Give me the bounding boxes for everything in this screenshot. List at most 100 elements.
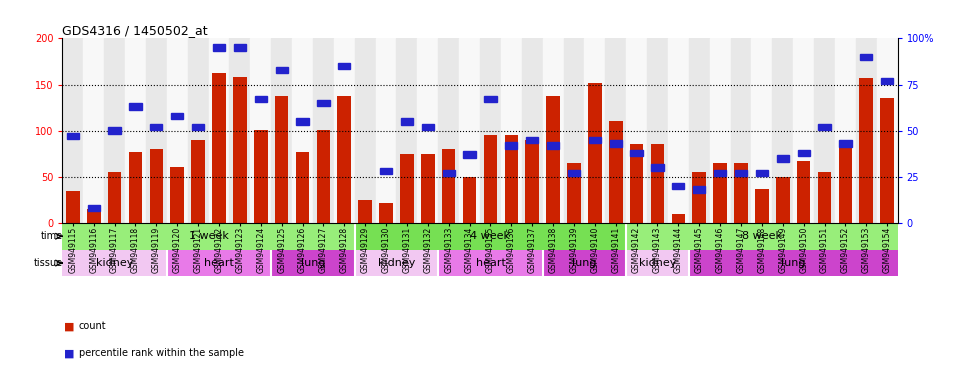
Bar (297, 118, 308, 125)
Bar (188, 38, 208, 223)
Bar (358, 200, 372, 223)
Bar (276, 66, 288, 73)
Bar (564, 38, 585, 223)
Bar (338, 96, 351, 223)
Bar (609, 121, 622, 223)
Text: tissue: tissue (34, 258, 62, 268)
Bar (464, 151, 475, 158)
Text: kidney: kidney (96, 258, 133, 268)
Bar (167, 250, 272, 276)
Bar (797, 161, 810, 223)
Bar (860, 54, 873, 60)
Bar (668, 38, 689, 223)
Bar (313, 38, 334, 223)
Bar (734, 163, 748, 223)
Bar (84, 38, 104, 223)
Bar (272, 38, 292, 223)
Bar (793, 38, 814, 223)
Text: kidney: kidney (638, 258, 676, 268)
Bar (438, 250, 542, 276)
Bar (542, 38, 564, 223)
Bar (443, 170, 455, 176)
Bar (108, 127, 121, 134)
Bar (709, 38, 731, 223)
Text: lung: lung (300, 258, 325, 268)
Bar (731, 38, 752, 223)
Bar (334, 38, 355, 223)
Bar (651, 144, 664, 223)
Bar (814, 38, 835, 223)
Bar (401, 118, 413, 125)
Bar (546, 96, 560, 223)
Bar (62, 223, 355, 250)
Bar (234, 45, 246, 51)
Bar (713, 163, 727, 223)
Bar (375, 38, 396, 223)
Bar (777, 155, 789, 162)
Bar (318, 100, 329, 106)
Bar (108, 172, 121, 223)
Bar (150, 149, 163, 223)
Text: kidney: kidney (378, 258, 415, 268)
Bar (254, 96, 267, 103)
Bar (819, 124, 830, 130)
Bar (501, 38, 522, 223)
Bar (151, 124, 162, 130)
Bar (626, 38, 647, 223)
Text: 4 week: 4 week (470, 231, 511, 241)
Bar (355, 38, 375, 223)
Bar (626, 250, 689, 276)
Bar (396, 38, 418, 223)
Bar (191, 140, 204, 223)
Bar (752, 38, 773, 223)
Bar (208, 38, 229, 223)
Bar (62, 250, 167, 276)
Bar (62, 38, 84, 223)
Bar (233, 77, 247, 223)
Bar (296, 152, 309, 223)
Bar (756, 189, 769, 223)
Bar (380, 168, 392, 174)
Bar (647, 38, 668, 223)
Bar (672, 183, 684, 189)
Bar (689, 250, 898, 276)
Bar (798, 149, 809, 156)
Bar (880, 98, 894, 223)
Bar (192, 124, 204, 130)
Bar (272, 250, 355, 276)
Bar (213, 45, 225, 51)
Bar (317, 130, 330, 223)
Text: lung: lung (780, 258, 805, 268)
Bar (505, 135, 518, 223)
Bar (610, 140, 622, 147)
Text: lung: lung (572, 258, 597, 268)
Text: ■: ■ (64, 348, 75, 358)
Bar (588, 137, 601, 143)
Bar (484, 135, 497, 223)
Bar (338, 63, 350, 69)
Bar (167, 38, 188, 223)
Bar (835, 38, 856, 223)
Text: 8 week: 8 week (742, 231, 781, 241)
Bar (606, 38, 626, 223)
Bar (585, 38, 606, 223)
Bar (459, 38, 480, 223)
Bar (251, 38, 272, 223)
Text: GDS4316 / 1450502_at: GDS4316 / 1450502_at (62, 24, 208, 37)
Bar (355, 223, 626, 250)
Bar (212, 73, 226, 223)
Bar (442, 149, 455, 223)
Bar (547, 142, 559, 149)
Bar (773, 38, 793, 223)
Bar (421, 124, 434, 130)
Text: percentile rank within the sample: percentile rank within the sample (79, 348, 244, 358)
Bar (626, 223, 898, 250)
Bar (526, 137, 539, 143)
Bar (881, 78, 893, 84)
Bar (631, 149, 642, 156)
Text: count: count (79, 321, 107, 331)
Bar (859, 78, 873, 223)
Bar (129, 152, 142, 223)
Bar (652, 164, 663, 171)
Bar (480, 38, 501, 223)
